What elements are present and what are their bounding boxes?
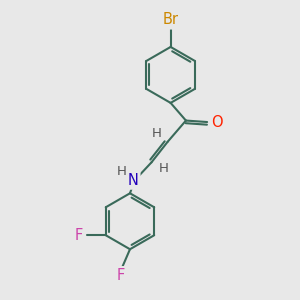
- Text: O: O: [212, 115, 223, 130]
- Text: H: H: [152, 127, 161, 140]
- Text: H: H: [158, 162, 168, 175]
- Text: F: F: [74, 228, 83, 243]
- Text: N: N: [128, 172, 138, 188]
- Text: Br: Br: [163, 12, 178, 27]
- Text: H: H: [117, 165, 127, 178]
- Text: F: F: [117, 268, 125, 283]
